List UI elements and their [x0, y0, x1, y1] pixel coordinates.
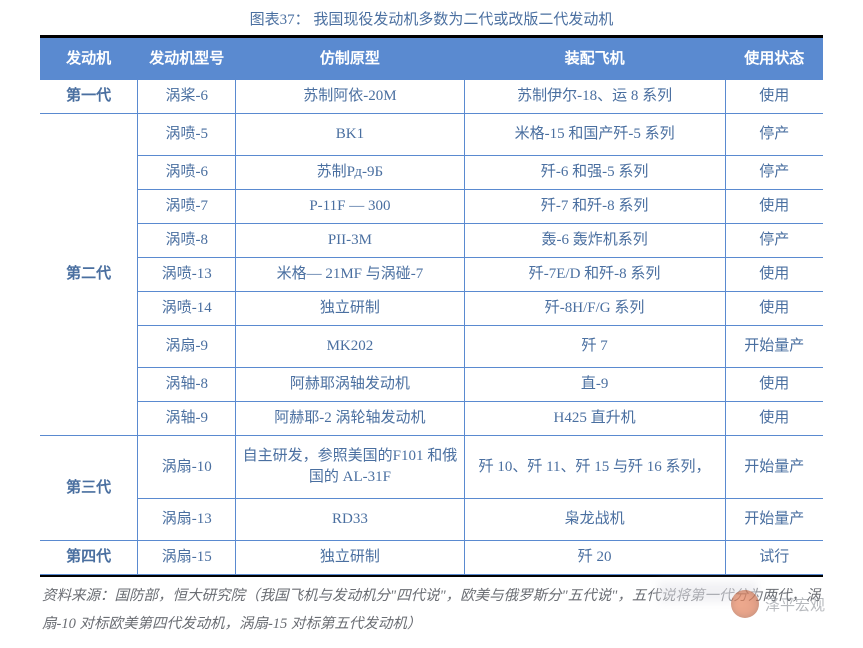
cell-prototype: 阿赫耶涡轴发动机 [236, 368, 464, 402]
table-row: 涡喷-7P-11F — 300歼-7 和歼-8 系列使用 [40, 190, 823, 224]
table-row: 涡喷-13米格— 21MF 与涡碰-7歼-7E/D 和歼-8 系列使用 [40, 258, 823, 292]
cell-aircraft: 歼 10、歼 11、歼 15 与歼 16 系列， [464, 436, 725, 499]
cell-status: 开始量产 [725, 499, 823, 541]
engine-table: 发动机 发动机型号 仿制原型 装配飞机 使用状态 第一代涡桨-6苏制阿依-20M… [40, 38, 823, 575]
cell-aircraft: 歼-6 和强-5 系列 [464, 156, 725, 190]
cell-model: 涡扇-9 [138, 326, 236, 368]
cell-prototype: BK1 [236, 114, 464, 156]
cell-model: 涡扇-15 [138, 541, 236, 575]
cell-prototype: 独立研制 [236, 541, 464, 575]
cell-status: 停产 [725, 156, 823, 190]
cell-prototype: 自主研发，参照美国的F101 和俄国的 AL-31F [236, 436, 464, 499]
cell-generation: 第二代 [40, 114, 138, 436]
col-engine-gen: 发动机 [40, 39, 138, 80]
cell-aircraft: 直-9 [464, 368, 725, 402]
cell-status: 开始量产 [725, 326, 823, 368]
table-row: 第二代涡喷-5BK1米格-15 和国产歼-5 系列停产 [40, 114, 823, 156]
cell-prototype: 独立研制 [236, 292, 464, 326]
cell-status: 使用 [725, 402, 823, 436]
cell-prototype: RD33 [236, 499, 464, 541]
cell-aircraft: 歼 7 [464, 326, 725, 368]
cell-aircraft: 枭龙战机 [464, 499, 725, 541]
bottom-rule [40, 575, 823, 577]
table-row: 第三代涡扇-10自主研发，参照美国的F101 和俄国的 AL-31F歼 10、歼… [40, 436, 823, 499]
cell-prototype: 米格— 21MF 与涡碰-7 [236, 258, 464, 292]
table-row: 涡喷-6苏制Рд-9Б歼-6 和强-5 系列停产 [40, 156, 823, 190]
cell-model: 涡扇-10 [138, 436, 236, 499]
cell-status: 试行 [725, 541, 823, 575]
cell-model: 涡桨-6 [138, 80, 236, 114]
col-status: 使用状态 [725, 39, 823, 80]
cell-model: 涡扇-13 [138, 499, 236, 541]
cell-aircraft: 苏制伊尔-18、运 8 系列 [464, 80, 725, 114]
watermark: 泽平宏观 [731, 590, 825, 618]
cell-model: 涡喷-14 [138, 292, 236, 326]
table-row: 涡扇-13RD33枭龙战机开始量产 [40, 499, 823, 541]
cell-aircraft: 歼-8H/F/G 系列 [464, 292, 725, 326]
cell-model: 涡喷-8 [138, 224, 236, 258]
table-row: 涡轴-8阿赫耶涡轴发动机直-9使用 [40, 368, 823, 402]
cell-prototype: 苏制阿依-20M [236, 80, 464, 114]
cell-status: 使用 [725, 190, 823, 224]
cell-status: 使用 [725, 258, 823, 292]
cell-model: 涡喷-7 [138, 190, 236, 224]
cell-status: 使用 [725, 292, 823, 326]
cell-model: 涡喷-6 [138, 156, 236, 190]
table-header-row: 发动机 发动机型号 仿制原型 装配飞机 使用状态 [40, 39, 823, 80]
cell-prototype: MK202 [236, 326, 464, 368]
table-row: 涡轴-9阿赫耶-2 涡轮轴发动机H425 直升机使用 [40, 402, 823, 436]
watermark-icon [731, 590, 759, 618]
cell-aircraft: 歼-7 和歼-8 系列 [464, 190, 725, 224]
col-prototype: 仿制原型 [236, 39, 464, 80]
cell-prototype: P-11F — 300 [236, 190, 464, 224]
cell-generation: 第四代 [40, 541, 138, 575]
cell-model: 涡轴-9 [138, 402, 236, 436]
watermark-text: 泽平宏观 [765, 594, 825, 615]
cell-status: 使用 [725, 368, 823, 402]
cell-prototype: 苏制Рд-9Б [236, 156, 464, 190]
cell-model: 涡喷-5 [138, 114, 236, 156]
cell-aircraft: 轰-6 轰炸机系列 [464, 224, 725, 258]
cell-aircraft: 歼 20 [464, 541, 725, 575]
cell-aircraft: H425 直升机 [464, 402, 725, 436]
cell-status: 停产 [725, 114, 823, 156]
cell-generation: 第一代 [40, 80, 138, 114]
table-row: 涡扇-9MK202歼 7开始量产 [40, 326, 823, 368]
table-row: 涡喷-14独立研制歼-8H/F/G 系列使用 [40, 292, 823, 326]
col-aircraft: 装配飞机 [464, 39, 725, 80]
cell-model: 涡喷-13 [138, 258, 236, 292]
cell-model: 涡轴-8 [138, 368, 236, 402]
cell-status: 使用 [725, 80, 823, 114]
cell-status: 停产 [725, 224, 823, 258]
cell-generation: 第三代 [40, 436, 138, 541]
col-engine-model: 发动机型号 [138, 39, 236, 80]
table-row: 第一代涡桨-6苏制阿依-20M苏制伊尔-18、运 8 系列使用 [40, 80, 823, 114]
cell-aircraft: 米格-15 和国产歼-5 系列 [464, 114, 725, 156]
table-row: 第四代涡扇-15独立研制歼 20试行 [40, 541, 823, 575]
cell-aircraft: 歼-7E/D 和歼-8 系列 [464, 258, 725, 292]
cell-prototype: PII-3M [236, 224, 464, 258]
table-row: 涡喷-8PII-3M轰-6 轰炸机系列停产 [40, 224, 823, 258]
cell-status: 开始量产 [725, 436, 823, 499]
cell-prototype: 阿赫耶-2 涡轮轴发动机 [236, 402, 464, 436]
figure-title: 图表37： 我国现役发动机多数为二代或改版二代发动机 [40, 8, 823, 29]
